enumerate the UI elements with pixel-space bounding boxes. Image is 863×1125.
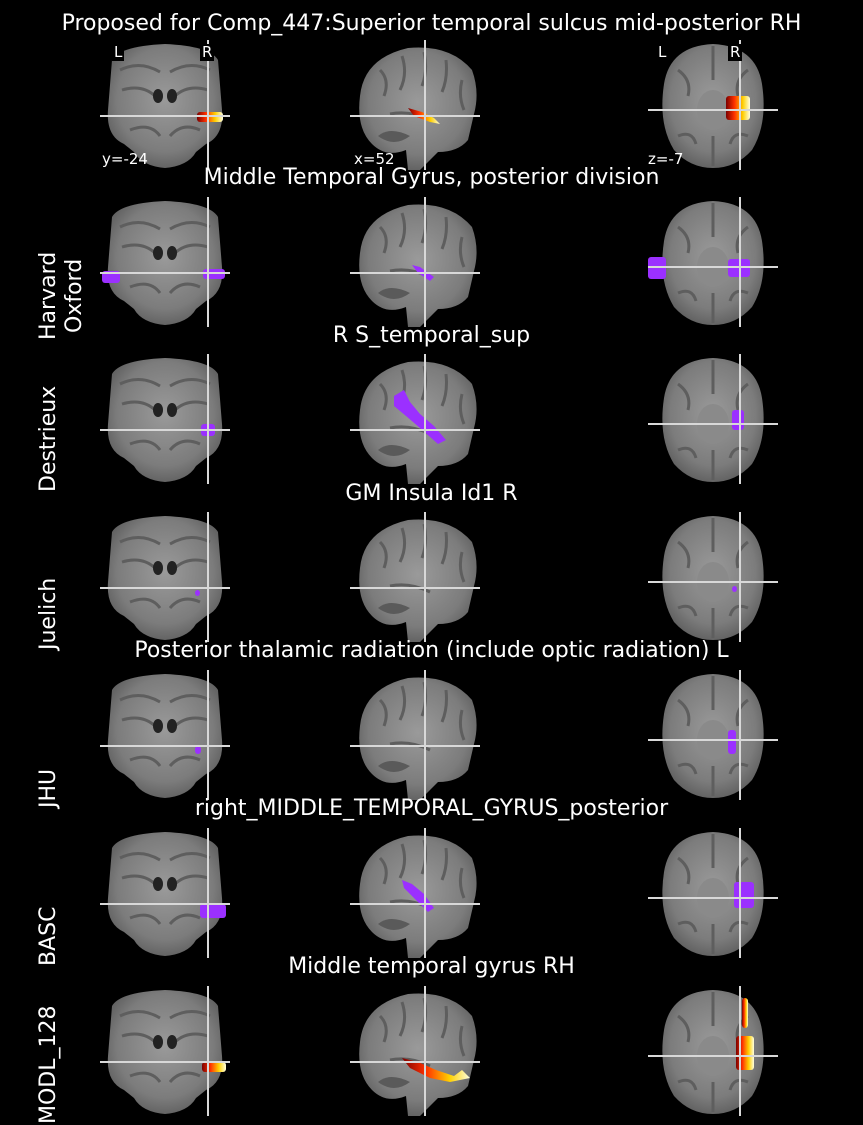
row-title: Posterior thalamic radiation (include op… bbox=[134, 638, 729, 663]
row-label: Destrieux bbox=[36, 385, 61, 492]
row-title: Middle Temporal Gyrus, posterior divisio… bbox=[203, 165, 660, 190]
sulci bbox=[119, 536, 211, 610]
coronal-atlas-region bbox=[195, 746, 201, 754]
orient-left: L bbox=[656, 43, 669, 61]
row-title: GM Insula Id1 R bbox=[345, 481, 518, 506]
axial-view bbox=[648, 986, 778, 1116]
temporal-pole bbox=[378, 288, 410, 299]
brain-slice bbox=[107, 832, 223, 956]
sulci bbox=[677, 992, 749, 1112]
coord-y: y=-24 bbox=[102, 150, 148, 168]
ventricle bbox=[153, 561, 163, 575]
sulci bbox=[119, 378, 211, 452]
coronal-view bbox=[100, 670, 230, 800]
temporal-pole bbox=[378, 919, 410, 930]
temporal-pole bbox=[378, 761, 410, 772]
sagittal-view bbox=[350, 512, 480, 642]
ventricle bbox=[153, 1035, 163, 1049]
coronal-atlas-region bbox=[195, 590, 200, 596]
sulci bbox=[677, 46, 749, 166]
coronal-view bbox=[100, 828, 230, 958]
orient-right: R bbox=[728, 43, 743, 61]
row-title: R S_temporal_sup bbox=[332, 323, 531, 348]
row-label: MODL_128 bbox=[36, 1005, 61, 1125]
sagittal-activation-blob bbox=[402, 1058, 470, 1082]
ventricle bbox=[167, 89, 177, 103]
temporal-pole bbox=[378, 131, 410, 142]
axial-activation-blob bbox=[726, 96, 750, 120]
brain-slice bbox=[359, 204, 477, 327]
brain-slice bbox=[107, 44, 223, 168]
main-title: Proposed for Comp_447:Superior temporal … bbox=[61, 11, 802, 36]
coronal-atlas-region bbox=[200, 904, 226, 918]
coronal-view bbox=[100, 354, 230, 484]
sulci bbox=[119, 852, 211, 926]
sulci bbox=[677, 518, 749, 638]
sulci bbox=[677, 834, 749, 954]
brain-slice bbox=[107, 674, 223, 798]
brain-slice bbox=[107, 990, 223, 1114]
axial-view bbox=[648, 40, 778, 170]
axial-activation-blob bbox=[742, 998, 748, 1028]
coronal-view bbox=[100, 197, 230, 327]
coronal-activation-blob bbox=[202, 1062, 226, 1072]
axial-view bbox=[648, 828, 778, 958]
ventricle bbox=[167, 246, 177, 260]
sulci bbox=[677, 360, 749, 480]
ventricle bbox=[153, 719, 163, 733]
sulci bbox=[119, 64, 211, 138]
sagittal-view bbox=[350, 354, 480, 484]
sagittal-view bbox=[350, 828, 480, 958]
temporal-pole bbox=[378, 603, 410, 614]
brain-slice bbox=[359, 677, 477, 800]
orient-right: R bbox=[200, 43, 215, 61]
ventricle bbox=[167, 561, 177, 575]
axial-atlas-region bbox=[732, 586, 737, 592]
ventricle bbox=[167, 877, 177, 891]
ventricle bbox=[153, 246, 163, 260]
coronal-view bbox=[100, 986, 230, 1116]
axial-atlas-region bbox=[734, 882, 754, 908]
coronal-view bbox=[100, 40, 230, 170]
brain-slice bbox=[359, 993, 477, 1116]
coord-z: z=-7 bbox=[648, 150, 684, 168]
ventricle bbox=[153, 89, 163, 103]
ventricle bbox=[153, 403, 163, 417]
brain-slice bbox=[107, 358, 223, 482]
sulci bbox=[677, 676, 749, 796]
coronal-view bbox=[100, 512, 230, 642]
brain-slice bbox=[107, 201, 223, 325]
ventricle bbox=[167, 719, 177, 733]
temporal-pole bbox=[378, 445, 410, 456]
temporal-pole bbox=[378, 1077, 410, 1088]
sulci bbox=[119, 221, 211, 295]
sagittal-view bbox=[350, 197, 480, 327]
sagittal-view bbox=[350, 40, 480, 170]
coord-x: x=52 bbox=[354, 150, 395, 168]
axial-atlas-region bbox=[728, 730, 736, 754]
ventricle bbox=[167, 403, 177, 417]
sagittal-view bbox=[350, 670, 480, 800]
brain-slice bbox=[107, 516, 223, 640]
sulci bbox=[119, 694, 211, 768]
row-title: right_MIDDLE_TEMPORAL_GYRUS_posterior bbox=[194, 796, 669, 821]
sulci bbox=[677, 203, 749, 323]
ventricle bbox=[153, 877, 163, 891]
axial-view bbox=[648, 197, 778, 327]
axial-atlas-region bbox=[732, 410, 744, 430]
axial-view bbox=[648, 670, 778, 800]
brain-slice bbox=[359, 519, 477, 642]
sagittal-view bbox=[350, 986, 480, 1116]
orient-left: L bbox=[112, 43, 125, 61]
axial-view bbox=[648, 354, 778, 484]
axial-view bbox=[648, 512, 778, 642]
ventricle bbox=[167, 1035, 177, 1049]
sulci bbox=[119, 1010, 211, 1084]
row-title: Middle temporal gyrus RH bbox=[288, 954, 575, 979]
axial-activation-blob bbox=[736, 1036, 754, 1070]
